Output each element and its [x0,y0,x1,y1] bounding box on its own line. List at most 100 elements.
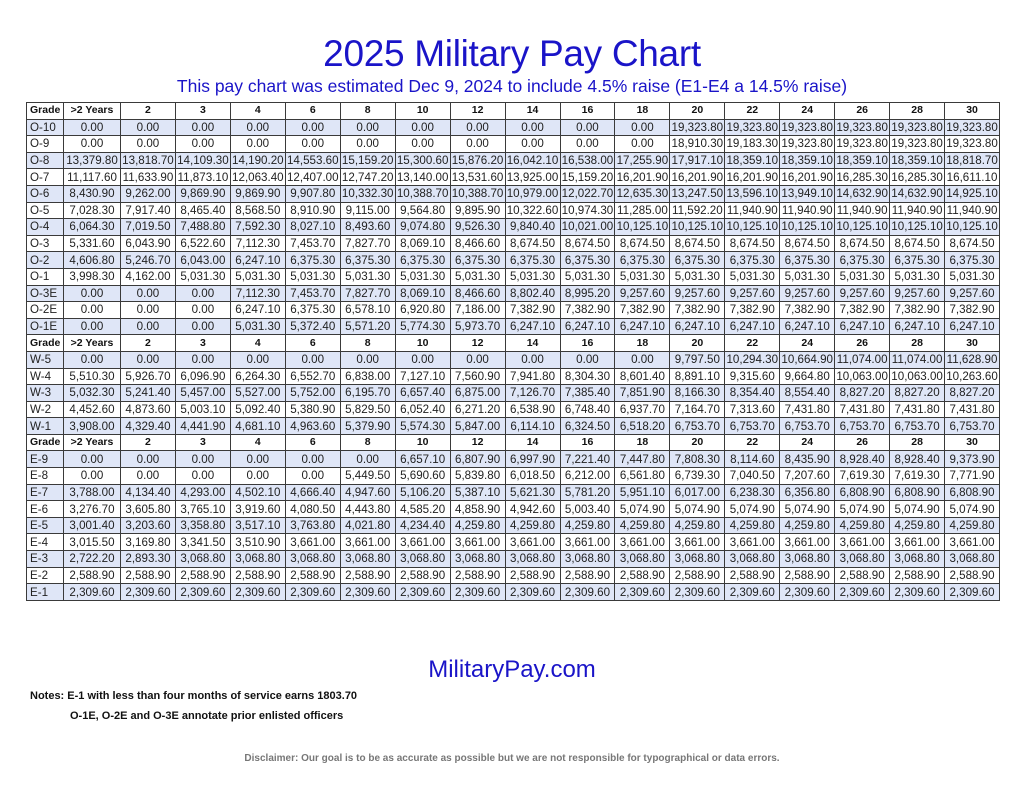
pay-cell: 13,140.00 [394,168,451,186]
pay-cell: 4,963.60 [284,417,341,435]
pay-cell: 2,588.90 [834,566,891,585]
note-prior-enlisted: O-1E, O-2E and O-3E annotate prior enlis… [70,710,344,722]
table-row: E-3 2,722.20 2,893.30 3,068.80 3,068.80 3,068… [26,550,1000,568]
pay-cell: 9,840.40 [504,218,561,236]
pay-cell: 8,601.40 [614,367,671,386]
pay-cell: 0.00 [120,118,176,137]
pay-cell: 8,435.90 [779,450,836,469]
pay-cell: 3,068.80 [779,550,836,568]
pay-cell: 8,802.40 [504,284,561,303]
pay-cell: 10,063.00 [834,367,891,386]
column-header-years: 22 [724,433,781,452]
pay-cell: 0.00 [504,350,561,369]
pay-cell: 6,375.30 [284,301,341,319]
pay-cell: 0.00 [614,118,671,137]
pay-cell: 7,560.90 [449,367,506,386]
pay-cell: 5,331.60 [63,234,121,253]
pay-cell: 5,574.30 [394,417,451,435]
column-header-years: 12 [449,334,506,352]
column-header-years: 2 [120,334,176,352]
pay-cell: 6,043.90 [120,234,176,253]
pay-cell: 4,858.90 [449,500,506,518]
pay-cell: 7,221.40 [559,450,616,469]
pay-cell: 4,259.80 [559,516,616,535]
column-header-row: Grade >2 Years 2 3 4 6 8 10 12 14 16 18 20 22 24 26 28 30 [26,334,1000,352]
pay-cell: 7,040.50 [724,467,781,485]
pay-cell: 3,661.00 [669,533,726,552]
pay-cell: 7,827.70 [339,234,396,253]
pay-cell: 3,517.10 [229,516,286,535]
pay-cell: 7,382.90 [834,301,891,319]
page-title: 2025 Military Pay Chart [323,33,701,74]
pay-cell: 14,109.30 [174,151,231,170]
site-link[interactable]: MilitaryPay.com [428,656,596,683]
pay-cell: 10,388.70 [449,184,506,203]
pay-cell: 7,126.70 [504,384,561,402]
pay-cell: 15,876.20 [449,151,506,170]
pay-cell: 6,518.20 [614,417,671,435]
grade-cell: O-10 [26,118,64,137]
pay-cell: 9,373.90 [944,450,1000,469]
table-row: O-1E 0.00 0.00 0.00 5,031.30 5,372.40 5,571.20… [26,317,1000,336]
notes: Notes: E-1 with less than four months of… [30,686,357,726]
table-row: O-4 6,064.30 7,019.50 7,488.80 7,592.30 8,027… [26,218,1000,236]
pay-cell: 0.00 [63,135,121,153]
pay-cell: 18,818.70 [944,151,1000,170]
pay-cell: 7,917.40 [120,201,176,220]
pay-cell: 10,125.10 [889,218,946,236]
pay-cell: 9,257.60 [779,284,836,303]
pay-cell: 7,453.70 [284,284,341,303]
pay-cell: 4,259.80 [779,516,836,535]
pay-cell: 6,838.00 [339,367,396,386]
pay-cell: 6,264.30 [229,367,286,386]
pay-cell: 3,661.00 [339,533,396,552]
pay-table: Grade >2 Years 2 3 4 6 8 10 12 14 16 18 20 22 24 26 28 30… [26,102,1000,601]
grade-cell: O-2 [26,251,64,269]
column-header-years: 10 [394,102,451,120]
pay-cell: 13,379.80 [63,151,121,170]
grade-cell: O-3E [26,284,64,303]
pay-cell: 11,074.00 [834,350,891,369]
pay-cell: 3,919.60 [229,500,286,518]
pay-cell: 6,552.70 [284,367,341,386]
page-subtitle: This pay chart was estimated Dec 9, 2024… [176,76,848,96]
pay-cell: 6,807.90 [449,450,506,469]
pay-cell: 0.00 [394,135,451,153]
pay-cell: 10,332.30 [339,184,396,203]
pay-cell: 2,309.60 [284,583,341,601]
pay-cell: 2,309.60 [834,583,891,601]
pay-cell: 7,382.90 [779,301,836,319]
pay-cell: 2,588.90 [394,566,451,585]
column-header-years: 26 [834,102,891,120]
pay-cell: 6,247.10 [889,317,946,336]
grade-cell: O-2E [26,301,64,319]
pay-cell: 3,661.00 [724,533,781,552]
pay-cell: 2,588.90 [174,566,231,585]
pay-cell: 4,502.10 [229,483,286,502]
pay-cell: 18,359.10 [834,151,891,170]
pay-cell: 6,043.00 [174,251,231,269]
pay-cell: 2,588.90 [339,566,396,585]
pay-cell: 3,765.10 [174,500,231,518]
pay-cell: 6,561.80 [614,467,671,485]
pay-cell: 0.00 [284,467,341,485]
pay-cell: 8,466.60 [449,234,506,253]
pay-cell: 6,114.10 [504,417,561,435]
pay-cell: 16,611.10 [944,168,1000,186]
pay-cell: 19,323.80 [944,135,1000,153]
pay-cell: 3,661.00 [284,533,341,552]
pay-cell: 3,068.80 [449,550,506,568]
pay-cell: 6,212.00 [559,467,616,485]
pay-cell: 18,359.10 [779,151,836,170]
pay-cell: 3,068.80 [504,550,561,568]
column-header-years: 8 [339,433,396,452]
pay-cell: 6,247.10 [614,317,671,336]
column-header-grade: Grade [26,334,64,352]
pay-cell: 5,510.30 [63,367,121,386]
pay-cell: 6,247.10 [229,301,286,319]
pay-cell: 3,015.50 [63,533,121,552]
pay-cell: 7,382.90 [724,301,781,319]
pay-cell: 11,285.00 [614,201,671,220]
pay-cell: 11,940.90 [889,201,946,220]
pay-cell: 5,031.30 [889,267,946,286]
